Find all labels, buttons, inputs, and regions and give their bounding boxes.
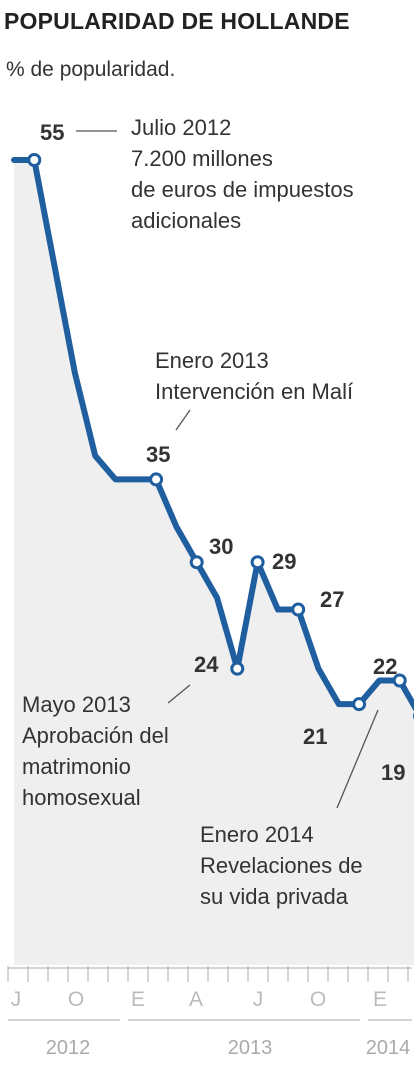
annotation-leader-4	[336, 709, 379, 809]
month-label: J	[11, 988, 22, 1011]
data-label-55: 55	[40, 120, 64, 145]
year-label-2014: 2014	[366, 1037, 411, 1059]
annotation-line: Intervención en Malí	[155, 379, 353, 404]
month-label: O	[68, 988, 84, 1011]
annotation-line: 7.200 millones	[131, 146, 273, 171]
annotation-line: de euros de impuestos	[131, 177, 354, 202]
month-label: E	[373, 988, 387, 1011]
month-label: E	[131, 988, 145, 1011]
annotation-leader-2	[175, 409, 191, 431]
annotation-line: homosexual	[22, 785, 141, 810]
data-label-24: 24	[194, 652, 219, 677]
data-point-marker	[291, 602, 306, 617]
data-label-35: 35	[146, 442, 170, 467]
annotation-leader-3	[167, 684, 191, 704]
annotation-line: matrimonio	[22, 754, 131, 779]
month-label: J	[253, 988, 264, 1011]
annotation-line: su vida privada	[200, 884, 349, 909]
data-point-marker	[392, 673, 407, 688]
annotation-line: adicionales	[131, 208, 241, 233]
annotation-line: Revelaciones de	[200, 853, 363, 878]
year-label-2012: 2012	[46, 1037, 91, 1059]
year-label-2013: 2013	[228, 1037, 273, 1059]
annotation-4: Enero 2014 Revelaciones de su vida privada	[200, 822, 363, 909]
annotation-line: Enero 2014	[200, 822, 314, 847]
annotation-line: Aprobación del	[22, 723, 169, 748]
data-point-marker	[149, 472, 164, 487]
data-label-29: 29	[272, 549, 296, 574]
annotation-line: Mayo 2013	[22, 692, 131, 717]
chart-subtitle: % de popularidad.	[6, 58, 176, 81]
chart-area-fill	[14, 160, 414, 965]
data-label-21: 21	[303, 724, 327, 749]
data-point-marker	[27, 153, 42, 167]
data-label-19: 19	[381, 760, 405, 785]
data-point-marker	[250, 555, 265, 570]
annotation-2: Enero 2013 Intervención en Malí	[155, 348, 353, 404]
month-label: A	[189, 988, 203, 1011]
annotation-line: Julio 2012	[131, 115, 231, 140]
annotation-line: Enero 2013	[155, 348, 269, 373]
month-label: O	[310, 988, 326, 1011]
data-point-marker	[352, 697, 367, 712]
data-label-27: 27	[320, 587, 344, 612]
data-label-30: 30	[209, 534, 233, 559]
data-point-marker	[230, 661, 245, 676]
annotation-1: Julio 2012 7.200 millones de euros de impu…	[131, 115, 354, 233]
annotation-3: Mayo 2013 Aprobación del matrimonio homosex…	[22, 692, 169, 810]
chart-title: POPULARIDAD DE HOLLANDE	[4, 8, 350, 34]
data-label-22: 22	[373, 654, 397, 679]
data-point-marker	[189, 555, 204, 570]
